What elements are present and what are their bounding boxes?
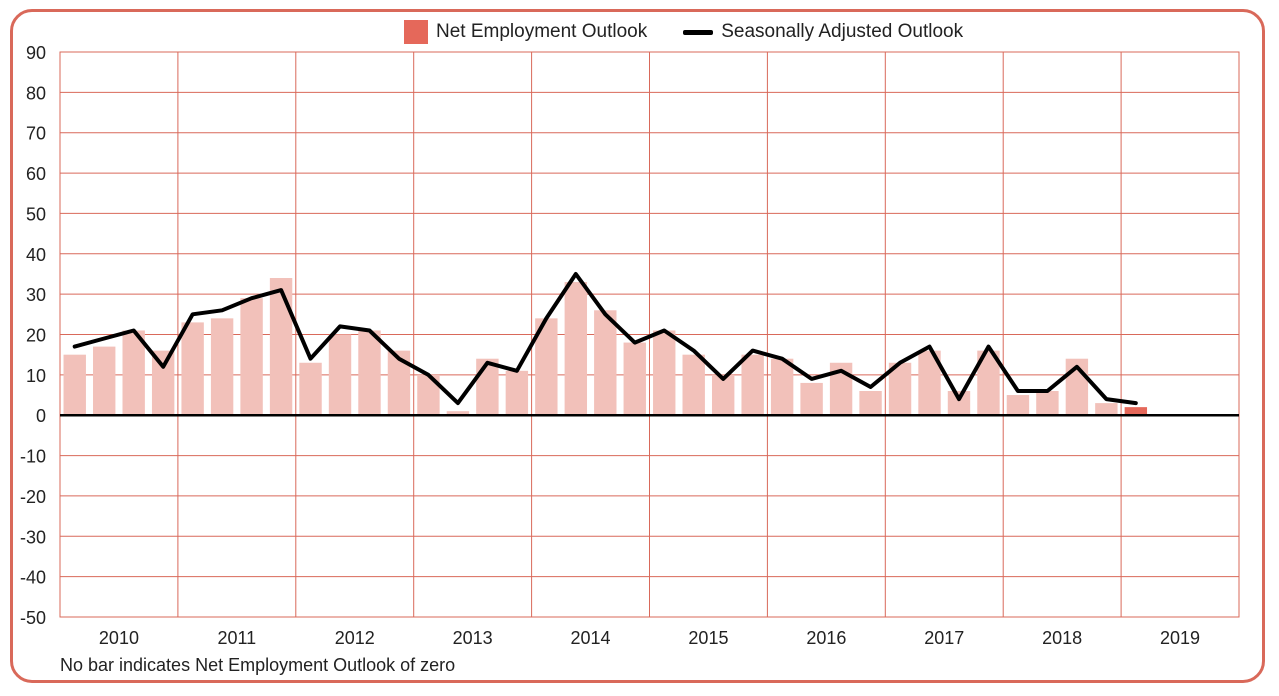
- bar: [770, 358, 794, 416]
- x-tick-label: 2014: [571, 628, 611, 648]
- bar: [977, 350, 1000, 416]
- bar: [594, 310, 617, 416]
- bar: [623, 342, 646, 416]
- y-tick-label: 70: [26, 124, 46, 144]
- bar: [711, 374, 735, 416]
- legend-swatch-line: [683, 29, 714, 35]
- bar: [564, 282, 588, 416]
- bar: [800, 382, 823, 416]
- bar: [240, 298, 263, 416]
- bar: [505, 370, 529, 416]
- bar: [1006, 395, 1030, 416]
- legend-label-net-employment-outlook: Net Employment Outlook: [436, 21, 648, 42]
- legend-label-seasonally-adjusted-outlook: Seasonally Adjusted Outlook: [721, 21, 964, 42]
- bar: [1124, 407, 1148, 416]
- bar: [1095, 403, 1118, 416]
- bar: [859, 391, 882, 416]
- bar: [122, 330, 145, 416]
- bar: [653, 330, 676, 416]
- bar: [446, 411, 470, 416]
- bar: [918, 350, 941, 416]
- y-tick-label: 40: [26, 245, 46, 265]
- bar: [741, 354, 764, 416]
- bar: [151, 350, 175, 416]
- legend-item-net-employment-outlook: Net Employment Outlook: [404, 20, 647, 44]
- x-tick-label: 2015: [688, 628, 728, 648]
- x-tick-label: 2018: [1042, 628, 1082, 648]
- legend-item-seasonally-adjusted-outlook: Seasonally Adjusted Outlook: [683, 21, 963, 43]
- bar: [181, 322, 204, 416]
- chart-frame: [10, 9, 1265, 683]
- bar: [387, 350, 411, 416]
- x-tick-label: 2013: [453, 628, 493, 648]
- bar: [476, 358, 499, 416]
- y-tick-label: 20: [26, 326, 46, 346]
- y-tick-label: 80: [26, 83, 46, 103]
- y-tick-label: 60: [26, 164, 46, 184]
- y-tick-label: 0: [36, 406, 46, 426]
- x-tick-label: 2010: [99, 628, 139, 648]
- bar: [328, 334, 352, 416]
- bar: [299, 362, 322, 416]
- y-tick-label: 90: [26, 43, 46, 63]
- bar: [269, 278, 293, 416]
- bar: [947, 391, 971, 416]
- legend-swatch-bar: [404, 20, 428, 44]
- x-tick-label: 2012: [335, 628, 375, 648]
- bar: [682, 354, 705, 416]
- y-tick-label: -10: [20, 447, 46, 467]
- y-tick-label: -40: [20, 568, 46, 588]
- seasonally-adjusted-line: [72, 272, 1138, 406]
- bar: [358, 330, 381, 416]
- x-tick-label: 2011: [217, 628, 256, 648]
- y-tick-label: 30: [26, 285, 46, 305]
- bar: [210, 318, 234, 416]
- bar: [417, 374, 440, 416]
- y-tick-label: -20: [20, 487, 46, 507]
- footnote: No bar indicates Net Employment Outlook …: [60, 655, 456, 675]
- bar: [1036, 391, 1059, 416]
- x-tick-label: 2019: [1160, 628, 1200, 648]
- bar: [63, 354, 86, 416]
- bar: [535, 318, 558, 416]
- y-tick-label: 10: [26, 366, 46, 386]
- x-tick-label: 2017: [924, 628, 964, 648]
- y-tick-label: 50: [26, 204, 46, 224]
- chart-legend: Net Employment Outlook Seasonally Adjust…: [404, 18, 999, 46]
- bar: [93, 346, 116, 416]
- x-tick-label: 2016: [806, 628, 846, 648]
- y-tick-label: -50: [20, 608, 46, 628]
- bar: [888, 362, 912, 416]
- y-tick-label: -30: [20, 527, 46, 547]
